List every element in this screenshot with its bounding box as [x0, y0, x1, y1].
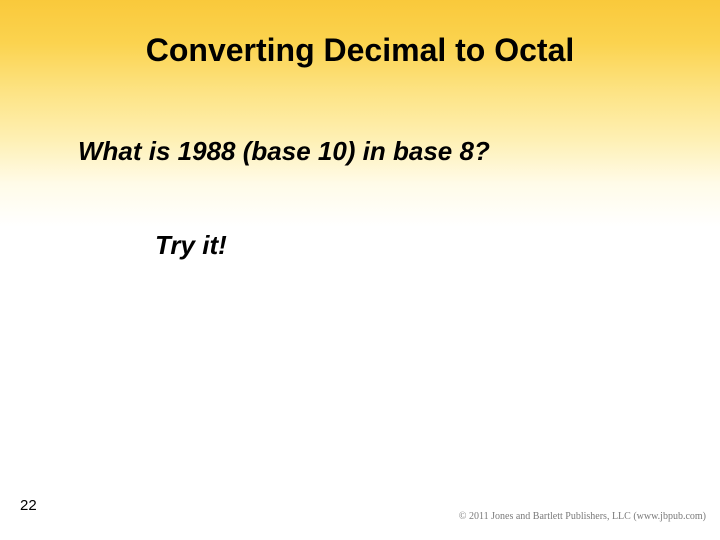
- slide: Converting Decimal to Octal What is 1988…: [0, 0, 720, 540]
- page-number: 22: [20, 497, 37, 514]
- slide-question: What is 1988 (base 10) in base 8?: [78, 136, 490, 167]
- slide-tryit: Try it!: [155, 230, 227, 261]
- slide-title: Converting Decimal to Octal: [0, 32, 720, 69]
- copyright-text: © 2011 Jones and Bartlett Publishers, LL…: [459, 511, 706, 522]
